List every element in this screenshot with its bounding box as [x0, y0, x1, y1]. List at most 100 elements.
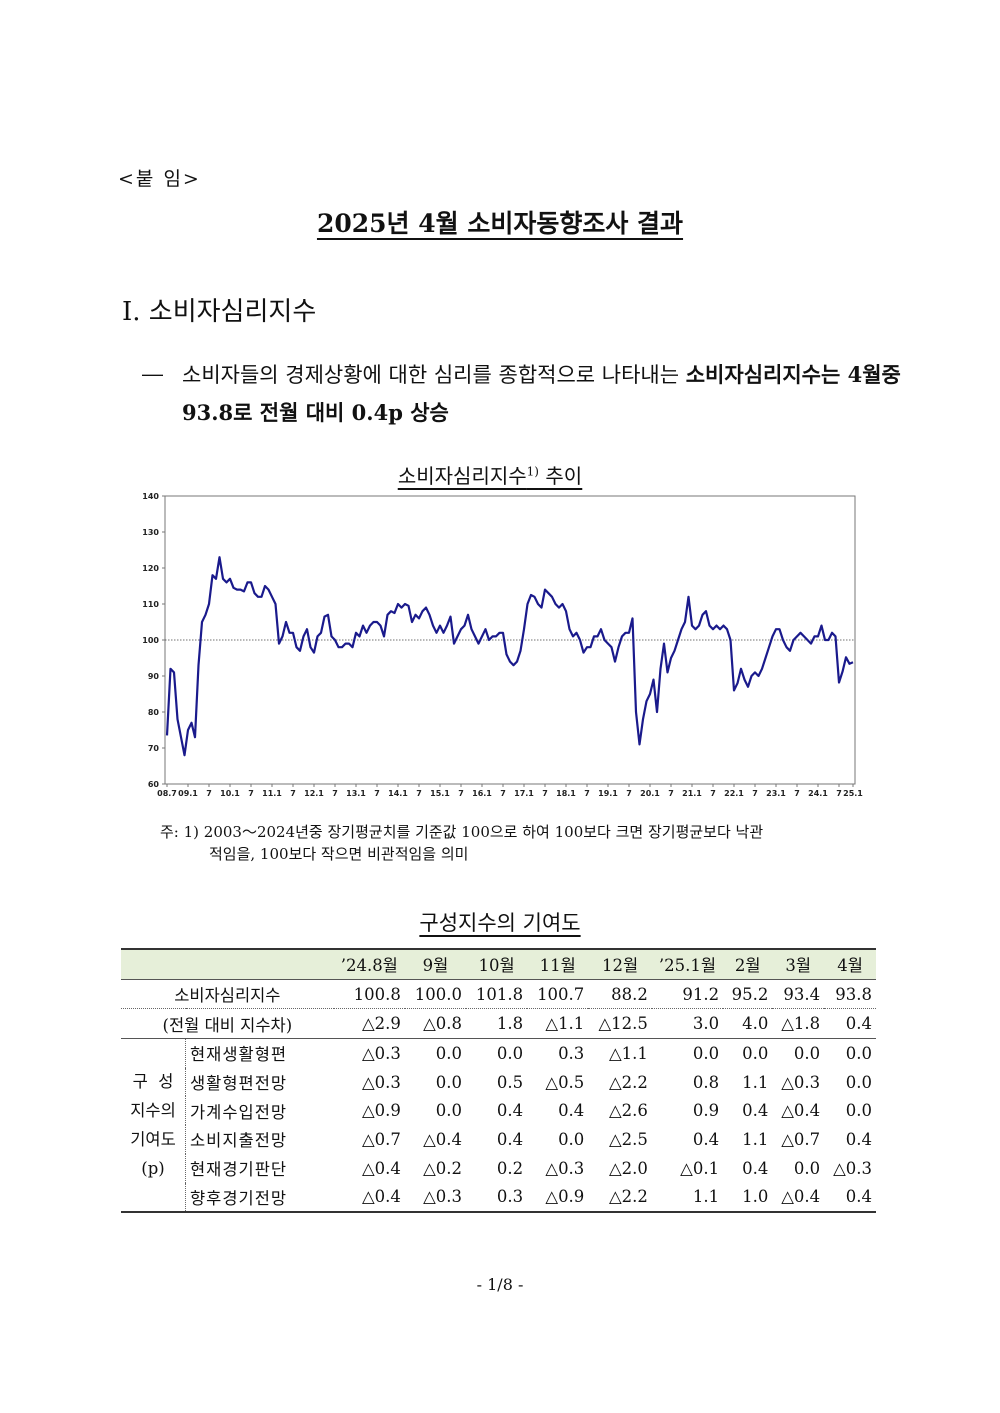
- table-cell: △0.4: [781, 1101, 821, 1121]
- x-tick-label: 12.1: [304, 789, 324, 798]
- table-header-cell: 9월: [404, 947, 467, 980]
- csi-series-line: [165, 556, 854, 757]
- table-cell: 1.8: [466, 1008, 528, 1040]
- page-title: 2025년 4월 소비자동향조사 결과: [0, 204, 1000, 240]
- x-tick-label: 22.1: [724, 789, 744, 798]
- table-cell: 93.4: [772, 979, 825, 1010]
- chart-grid: 60 70 80 90 100 110 120 130 140 08.7 09.1 7 10.1 7 11.…: [142, 492, 863, 798]
- table-header-cell: 10월: [466, 947, 528, 980]
- table-row-component: 가계수입전망 △0.9 0.0 0.4 0.4 △2.6 0.9 0.4 △0.…: [121, 1096, 876, 1125]
- table-title: 구성지수의 기여도: [0, 907, 1000, 937]
- x-tick-label: 7: [416, 789, 422, 798]
- table-row-component: 생활형편전망 △0.3 0.0 0.5 △0.5 △2.2 0.8 1.1 △0…: [121, 1068, 876, 1097]
- table-row-component: 소비지출전망 △0.7 △0.4 0.4 0.0 △2.5 0.4 1.1 △0…: [121, 1125, 876, 1154]
- x-tick-label: 09.1: [178, 789, 198, 798]
- x-tick-label: 21.1: [682, 789, 702, 798]
- table-cell: 0.0: [845, 1072, 872, 1092]
- table-header-row: ’24.8월 9월 10월 11월 12월 ’25.1월 2월 3월 4월: [121, 947, 876, 980]
- table-cell: 0.4: [496, 1129, 524, 1149]
- table-cell: 0.0: [793, 1043, 821, 1063]
- x-tick-label: 7: [458, 789, 464, 798]
- x-tick-label: 7: [752, 789, 758, 798]
- table-cell: △0.5: [545, 1072, 585, 1092]
- x-tick-label: 7: [500, 789, 506, 798]
- table-cell: 0.4: [742, 1101, 769, 1121]
- table-header-blank: [121, 947, 334, 980]
- table-header-cell: 11월: [527, 947, 589, 980]
- table-row-csi: 소비자심리지수 100.8 100.0 101.8 100.7 88.2 91.…: [121, 979, 876, 1010]
- table-cell: 0.4: [742, 1158, 769, 1178]
- table-cell: 88.2: [588, 979, 652, 1010]
- table-cell: 0.0: [435, 1043, 463, 1063]
- y-tick-label: 140: [142, 492, 159, 501]
- y-tick-label: 70: [148, 744, 160, 753]
- table-cell: 0.4: [496, 1101, 524, 1121]
- row-label: 소비지출전망: [190, 1131, 288, 1151]
- table-cell: △0.9: [527, 1182, 589, 1214]
- table-cell: 0.0: [435, 1072, 463, 1092]
- table-cell: △0.9: [361, 1101, 401, 1121]
- table-cell: 1.0: [723, 1182, 773, 1214]
- x-tick-label: 7: [626, 789, 632, 798]
- chart-title-text: 소비자심리지수: [397, 464, 527, 488]
- group-label-line: 구 성: [132, 1072, 174, 1092]
- y-tick-label: 60: [148, 780, 160, 789]
- table-cell: △0.3: [781, 1072, 821, 1092]
- row-label: 향후경기전망: [185, 1182, 334, 1214]
- table-header-cell: 12월: [588, 947, 652, 980]
- table-cell: 1.1: [742, 1129, 769, 1149]
- y-tick-label: 130: [142, 528, 159, 537]
- table-cell: 0.0: [558, 1129, 585, 1149]
- x-tick-label: 24.1: [808, 789, 828, 798]
- x-tick-label: 19.1: [598, 789, 618, 798]
- x-tick-label: 7: [332, 789, 338, 798]
- x-tick-label: 15.1: [430, 789, 450, 798]
- x-tick-label: 11.1: [262, 789, 282, 798]
- x-tick-label: 7: [668, 789, 674, 798]
- table-cell: 91.2: [651, 979, 724, 1010]
- x-tick-label: 7: [290, 789, 296, 798]
- x-tick-label: 7: [542, 789, 548, 798]
- chart-title-underlined: 소비자심리지수1) 추이: [398, 464, 582, 488]
- x-tick-label: 23.1: [766, 789, 786, 798]
- table-cell: 0.0: [845, 1043, 872, 1063]
- chart-title: 소비자심리지수1) 추이: [0, 460, 980, 489]
- table-cell: 3.0: [651, 1008, 724, 1040]
- row-label: 현재생활형편: [190, 1045, 288, 1065]
- table-cell: △0.3: [404, 1182, 467, 1214]
- row-label: 가계수입전망: [190, 1102, 288, 1122]
- table-cell: △1.1: [527, 1008, 589, 1040]
- table-header-cell: ’25.1월: [651, 947, 724, 980]
- table-cell: △12.5: [588, 1008, 652, 1040]
- section-heading: Ⅰ. 소비자심리지수: [122, 297, 317, 327]
- table-cell: 4.0: [723, 1008, 773, 1040]
- bullet-dash: ―: [142, 362, 163, 386]
- x-tick-label: 7: [206, 789, 212, 798]
- page-number: - 1/8 -: [476, 1275, 524, 1294]
- table-row-component: 현재경기판단 △0.4 △0.2 0.2 △0.3 △2.0 △0.1 0.4 …: [121, 1154, 876, 1183]
- table-cell: △0.4: [361, 1158, 401, 1178]
- group-label-line: 지수의: [130, 1101, 176, 1121]
- x-tick-label: 25.1: [843, 789, 863, 798]
- table-header-cell: 3월: [772, 947, 825, 980]
- chart-title-footnote: 1): [526, 464, 539, 479]
- component-group-label: 구 성 지수의 기여도 (p): [121, 1038, 186, 1214]
- table-cell: △2.2: [588, 1182, 652, 1214]
- group-label-line: 기여도: [130, 1130, 176, 1150]
- x-tick-label: 7: [248, 789, 254, 798]
- table-cell: 0.3: [466, 1182, 528, 1214]
- table-cell: 100.0: [404, 979, 467, 1010]
- table-header-cell: ’24.8월: [333, 947, 405, 980]
- table-header-cell: 2월: [723, 947, 773, 980]
- x-tick-label: 20.1: [640, 789, 660, 798]
- table-cell: 0.4: [845, 1129, 872, 1149]
- table-cell: 101.8: [466, 979, 528, 1010]
- table-cell: 0.9: [692, 1101, 720, 1121]
- table-cell: 0.8: [692, 1072, 720, 1092]
- table-cell: △1.1: [608, 1043, 648, 1063]
- page-title-text: 2025년 4월 소비자동향조사 결과: [316, 209, 684, 238]
- x-tick-label: 10.1: [220, 789, 240, 798]
- x-tick-label: 18.1: [556, 789, 576, 798]
- chart-footnote-line2: 적임을, 100보다 작으면 비관적임을 의미: [209, 845, 469, 863]
- group-label-line: (p): [141, 1159, 165, 1179]
